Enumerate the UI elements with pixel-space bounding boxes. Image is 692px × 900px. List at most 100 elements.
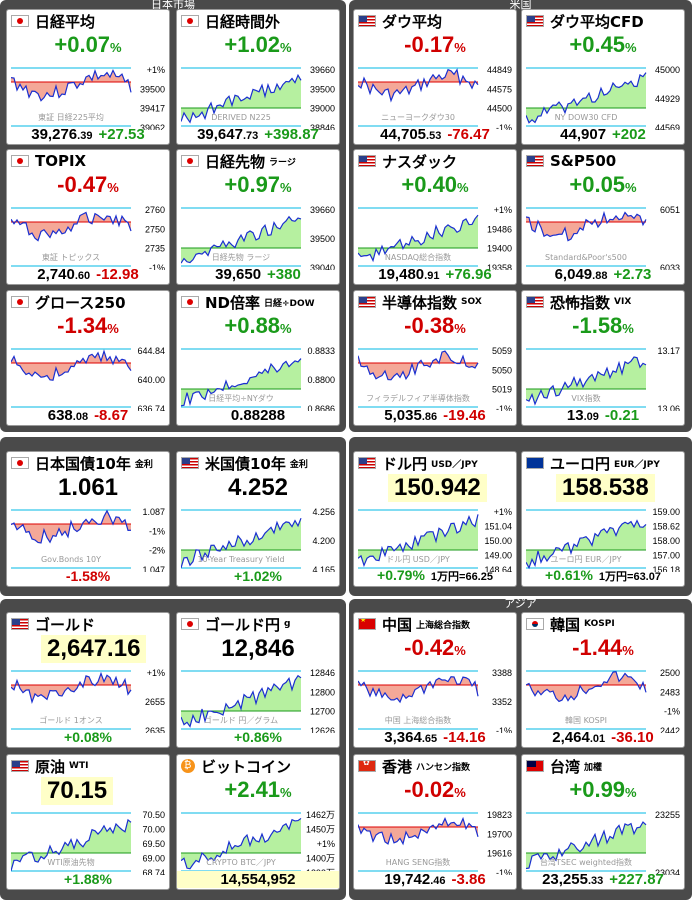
tile-sox[interactable]: 半導体指数 SOX -0.38% フィラデルフィア半導体指数 5059 5050 5019-…: [353, 290, 517, 426]
tile-header: S&P500: [522, 150, 684, 172]
chart-watermark: NY DOW30 CFD: [555, 113, 618, 122]
tile-diff: -3.86: [451, 871, 486, 888]
flag-icon: [181, 618, 199, 630]
tile-nikkei-after[interactable]: 日経時間外 +1.02% DERIVED N225 39660 39500 39000 38…: [176, 9, 340, 145]
tile-dow[interactable]: ダウ平均 -0.17% ニューヨークダウ30 44849 44575 44500 -1% 44…: [353, 9, 517, 145]
tile-change: -1.44%: [522, 635, 684, 661]
chart-line: [526, 210, 647, 242]
tile-gold[interactable]: ゴールド 2,647.16 ゴールド 1オンス +1% 2655 2635 +0.08%: [6, 612, 170, 748]
flag-icon: [526, 296, 544, 308]
chart-area: [526, 822, 646, 869]
tile-nikkei[interactable]: 日経平均 +0.07% 東証 日経225平均 +1% 39500 39417 39062 39…: [6, 9, 170, 145]
tile-eurjpy[interactable]: ユーロ円 EUR／JPY 158.538 ユーロ円 EUR／JPY 159.00 158.…: [521, 451, 685, 587]
tile-dow-cfd[interactable]: ダウ平均CFD +0.45% NY DOW30 CFD 45000 44929 44569…: [521, 9, 685, 145]
tile-name: 原油: [35, 757, 66, 776]
tile-topix[interactable]: TOPIX -0.47% 東証 トピックス 2760 2750 2735 -1% 2,740.…: [6, 149, 170, 285]
tile-korea[interactable]: 韓国 KOSPI -1.44% 韓国 KOSPI 2500 2483 -1% 2442 2,46…: [521, 612, 685, 748]
change-unit: %: [107, 180, 119, 195]
tile-vix[interactable]: 恐怖指数 VIX -1.58% VIX指数 13.17 13.06 13.09 -0.21: [521, 290, 685, 426]
tile-change: +0.05%: [522, 172, 684, 198]
chart-area: [526, 520, 646, 568]
chart-line: [181, 215, 302, 264]
tile-name: ナスダック: [382, 152, 458, 171]
axis-tick-label: +1%: [317, 839, 335, 849]
flag-icon: [526, 15, 544, 27]
tile-name: ビットコイン: [201, 757, 292, 776]
change-unit: %: [454, 40, 466, 55]
tile-nikkei-fut[interactable]: 日経先物 ラージ +0.97% 日経先物 ラージ 39660 39500 39040 39,6…: [176, 149, 340, 285]
tile-change: -1.58%: [522, 313, 684, 339]
tile-name: ドル円: [382, 454, 428, 473]
axis-tick-label: 23034: [655, 868, 680, 875]
tile-jgb10[interactable]: 日本国債10年 金利 1.061 Gov.Bonds 10Y 1.087 -1% -2% 1.…: [6, 451, 170, 587]
tile-level: 4.252: [227, 474, 289, 501]
tile-footer: 39,650 +380: [177, 266, 339, 283]
tile-subtitle: WTI: [69, 761, 89, 771]
flag-icon: [181, 15, 199, 27]
tile-value-decimals: .86: [421, 411, 438, 423]
tile-wti[interactable]: 原油 WTI 70.15 WTI原油先物 70.50 70.00 69.50 69.00 68.…: [6, 754, 170, 890]
tile-ust10[interactable]: 米国債10年 金利 4.252 10-Year Treasury Yield 4.256…: [176, 451, 340, 587]
chart-watermark: 東証 日経225平均: [38, 112, 104, 122]
change-unit: %: [280, 180, 292, 195]
tile-usdjpy[interactable]: ドル円 USD／JPY 150.942 ドル円 USD／JPY +1% 151.04 150…: [353, 451, 517, 587]
tile-subtitle: ラージ: [269, 157, 296, 168]
tile-value-decimals: .33: [587, 875, 604, 887]
tile-nd-ratio[interactable]: ND倍率 日経÷DOW +0.88% 日経平均÷NYダウ 0.8833 0.8800 0.8…: [176, 290, 340, 426]
mini-chart: 644.84 640.00 636.74: [11, 346, 165, 411]
change-unit: %: [454, 643, 466, 658]
tile-diff: -19.46: [443, 407, 486, 424]
chart-line: [11, 671, 132, 704]
tile-change: -0.42%: [354, 635, 516, 661]
tile-name: 日本国債10年: [35, 454, 131, 473]
change-unit: %: [110, 40, 122, 55]
mini-chart: WTI原油先物 70.50 70.00 69.50 69.00 68.74: [11, 810, 165, 875]
section-label-japan: 日本市場: [151, 0, 195, 11]
tile-gold-yen[interactable]: ゴールド円 g 12,846 ゴールド 円／グラム 12846 12800 12700 126…: [176, 612, 340, 748]
mini-chart: ユーロ円 EUR／JPY 159.00 158.62 158.00 157.00 156.…: [526, 507, 680, 572]
chart-area: [358, 818, 478, 844]
tile-subtitle: 上海総合指数: [416, 620, 471, 631]
tile-diff: +398.87: [264, 126, 319, 143]
axis-tick-label: 39000: [310, 104, 335, 114]
axis-tick-label: 39500: [140, 84, 165, 94]
mini-chart: 東証 トピックス 2760 2750 2735 -1%: [11, 205, 165, 270]
tile-diff: -76.47: [447, 126, 490, 143]
tile-value: 5,035: [384, 407, 422, 424]
flag-icon: [358, 15, 376, 27]
axis-tick-label: 6033: [660, 263, 680, 270]
tile-bitcoin[interactable]: ビットコイン+2.41% CRYPTO BTC／JPY 1462万 1450万 +1% 1…: [176, 754, 340, 890]
chart-area: [181, 358, 301, 406]
chart-area: [11, 212, 131, 241]
change-value: -1.58: [572, 313, 623, 338]
tile-footer: 2,464.01 -36.10: [522, 729, 684, 746]
tile-name: 日経時間外: [205, 12, 281, 31]
axis-tick-label: 159.00: [652, 507, 680, 517]
tile-subtitle: VIX: [614, 297, 632, 307]
mini-chart: 10-Year Treasury Yield 4.256 4.200 4.165: [181, 507, 335, 572]
tile-change: +0.40%: [354, 172, 516, 198]
axis-tick-label: 19823: [487, 810, 512, 820]
chart-line: [358, 350, 479, 381]
tile-nasdaq[interactable]: ナスダック +0.40% NASDAQ総合指数 +1% 19486 19400 19358 1…: [353, 149, 517, 285]
tile-footer: 3,364.65 -14.16: [354, 729, 516, 746]
axis-tick-label: 19400: [487, 244, 512, 254]
tile-growth250[interactable]: グロース250 -1.34% 644.84 640.00 636.74 638.08 -8.…: [6, 290, 170, 426]
axis-tick-label: 2442: [660, 726, 680, 733]
footer-change: +0.86: [234, 729, 270, 745]
tile-taiwan[interactable]: 台湾 加權 +0.99% 台湾TSEC weighted指数 23255 23034 23,…: [521, 754, 685, 890]
change-unit: %: [622, 643, 634, 658]
chart-watermark: HANG SENG指数: [386, 857, 451, 867]
footer-unit: %: [97, 568, 111, 584]
axis-tick-label: 68.74: [142, 868, 165, 875]
tile-footer: 19,480.91 +76.96: [354, 266, 516, 283]
axis-tick-label: 3388: [492, 668, 512, 678]
chart-line: [181, 674, 302, 728]
mini-chart: 中国 上海総合指数 3388 3352 -1%: [358, 668, 512, 733]
flag-icon: [358, 296, 376, 308]
tile-sp500[interactable]: S&P500 +0.05% Standard&Poor's500 6051 6033 6,…: [521, 149, 685, 285]
tile-diff: -8.67: [94, 407, 129, 424]
axis-tick-label: 70.00: [142, 825, 165, 835]
